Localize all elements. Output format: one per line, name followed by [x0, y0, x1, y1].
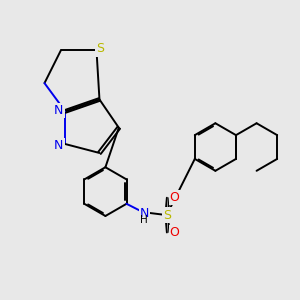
Text: N: N	[140, 207, 149, 220]
Text: O: O	[170, 226, 180, 239]
Text: S: S	[163, 208, 171, 222]
Text: N: N	[54, 139, 63, 152]
Text: S: S	[96, 42, 104, 56]
Text: O: O	[170, 191, 180, 204]
Text: N: N	[54, 104, 63, 117]
Text: H: H	[140, 215, 148, 225]
